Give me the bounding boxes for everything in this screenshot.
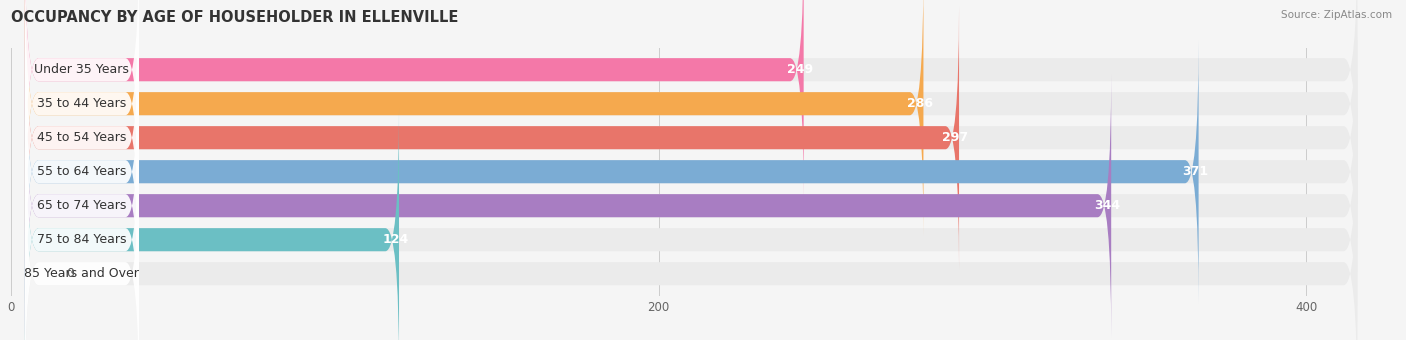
Text: 124: 124 [382, 233, 409, 246]
Text: Source: ZipAtlas.com: Source: ZipAtlas.com [1281, 10, 1392, 20]
FancyBboxPatch shape [25, 40, 139, 303]
FancyBboxPatch shape [25, 74, 1357, 337]
Text: 65 to 74 Years: 65 to 74 Years [37, 199, 127, 212]
FancyBboxPatch shape [25, 0, 139, 201]
FancyBboxPatch shape [25, 108, 1357, 340]
Text: 85 Years and Over: 85 Years and Over [24, 267, 139, 280]
Text: Under 35 Years: Under 35 Years [35, 63, 129, 76]
FancyBboxPatch shape [25, 0, 139, 235]
FancyBboxPatch shape [25, 6, 1357, 269]
Text: 249: 249 [787, 63, 813, 76]
Text: 297: 297 [942, 131, 969, 144]
FancyBboxPatch shape [25, 6, 139, 269]
Text: 35 to 44 Years: 35 to 44 Years [38, 97, 127, 110]
FancyBboxPatch shape [25, 142, 1357, 340]
FancyBboxPatch shape [25, 108, 399, 340]
Text: 371: 371 [1182, 165, 1208, 178]
FancyBboxPatch shape [25, 0, 924, 235]
FancyBboxPatch shape [25, 40, 1198, 303]
FancyBboxPatch shape [25, 0, 1357, 201]
Text: 0: 0 [66, 267, 73, 280]
Text: 55 to 64 Years: 55 to 64 Years [37, 165, 127, 178]
Text: 45 to 54 Years: 45 to 54 Years [37, 131, 127, 144]
Text: OCCUPANCY BY AGE OF HOUSEHOLDER IN ELLENVILLE: OCCUPANCY BY AGE OF HOUSEHOLDER IN ELLEN… [11, 10, 458, 25]
Text: 286: 286 [907, 97, 934, 110]
Text: 344: 344 [1095, 199, 1121, 212]
FancyBboxPatch shape [25, 0, 1357, 235]
FancyBboxPatch shape [25, 74, 1111, 337]
FancyBboxPatch shape [25, 0, 804, 201]
FancyBboxPatch shape [25, 40, 1357, 303]
Text: 75 to 84 Years: 75 to 84 Years [37, 233, 127, 246]
FancyBboxPatch shape [25, 74, 139, 337]
FancyBboxPatch shape [25, 6, 959, 269]
FancyBboxPatch shape [25, 142, 139, 340]
FancyBboxPatch shape [25, 108, 139, 340]
